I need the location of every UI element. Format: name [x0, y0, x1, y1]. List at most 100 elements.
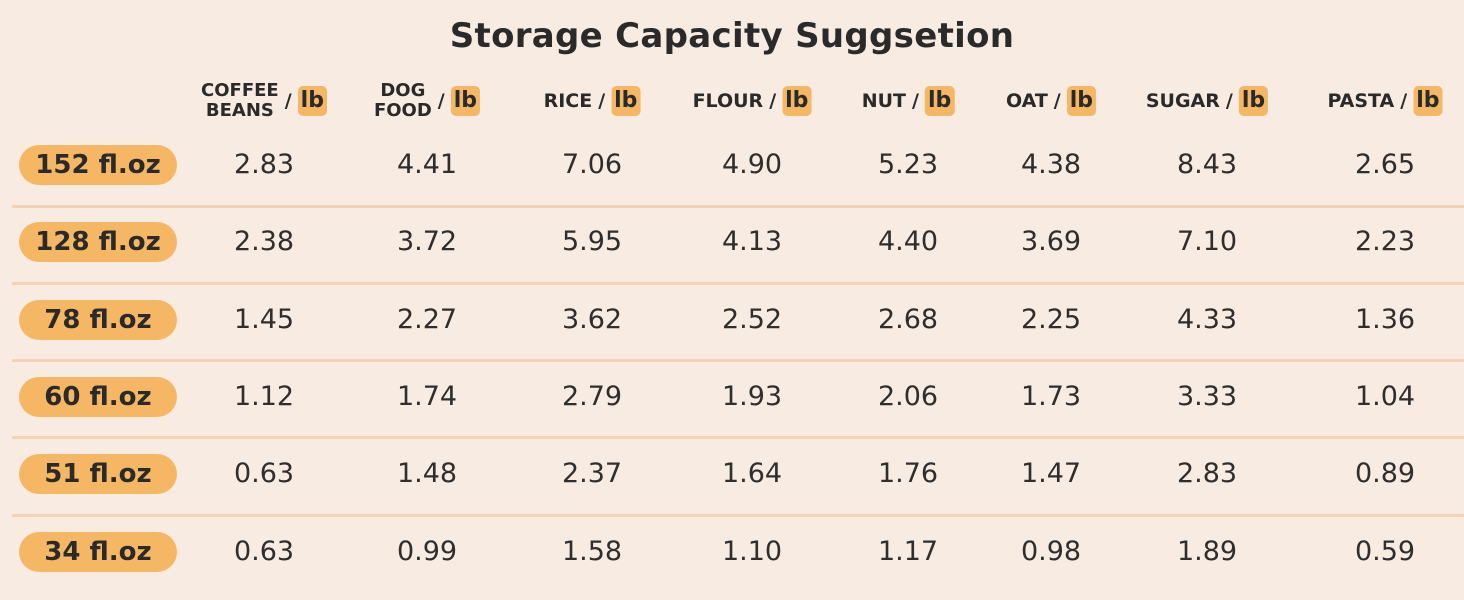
column-header: FLOUR / lb	[693, 78, 812, 124]
column-header-name: SUGAR	[1146, 91, 1220, 111]
table-cell: 0.63	[233, 458, 295, 489]
table-cell: 2.27	[396, 304, 458, 335]
column-header-line: FOOD	[373, 100, 432, 121]
column-header-line: SUGAR	[1145, 90, 1220, 112]
row-divider	[12, 359, 1464, 362]
table-cell: 1.58	[561, 536, 623, 567]
column-header: COFFEE BEANS / lb	[201, 78, 327, 124]
page-title: Storage Capacity Suggsetion	[449, 16, 1015, 56]
column-header-line: PASTA	[1327, 90, 1395, 112]
table-row: 128 fl.oz 2.38 3.72 5.95 4.13 4.40 3.69 7.10 2.2…	[0, 217, 1464, 275]
table-cell: 2.38	[233, 226, 295, 257]
table-row: 60 fl.oz 1.12 1.74 2.79 1.93 2.06 1.73 3.33 1.04	[0, 372, 1464, 430]
table-cell: 0.63	[233, 536, 295, 567]
capacity-label: 60 fl.oz	[19, 377, 177, 417]
table-cell: 4.41	[396, 149, 458, 180]
row-divider	[12, 436, 1464, 439]
table-cell: 5.23	[877, 149, 939, 180]
column-header-name: DOG FOOD	[374, 81, 432, 121]
capacity-label: 128 fl.oz	[19, 222, 177, 262]
column-header: OAT / lb	[1006, 78, 1097, 124]
table-cell: 4.33	[1176, 304, 1238, 335]
table-cell: 2.68	[877, 304, 939, 335]
row-divider	[12, 514, 1464, 517]
table-cell: 2.23	[1354, 226, 1416, 257]
table-cell: 1.74	[396, 381, 458, 412]
column-header: PASTA / lb	[1327, 78, 1443, 124]
unit-badge: lb	[1066, 86, 1097, 116]
column-header-line: RICE	[543, 90, 593, 112]
column-header-name: PASTA	[1327, 91, 1394, 111]
table-cell: 2.65	[1354, 149, 1416, 180]
column-header-name: OAT	[1006, 91, 1048, 111]
table-cell: 1.04	[1354, 381, 1416, 412]
table-cell: 7.10	[1176, 226, 1238, 257]
table-cell: 1.45	[233, 304, 295, 335]
column-header-line: DOG	[380, 80, 426, 101]
column-header-line: OAT	[1005, 90, 1048, 112]
unit-badge: lb	[1238, 86, 1269, 116]
unit-badge: lb	[611, 86, 641, 116]
table-cell: 1.12	[233, 381, 295, 412]
table-cell: 2.25	[1020, 304, 1082, 335]
column-header-name: RICE	[544, 91, 593, 111]
table-cell: 1.17	[877, 536, 939, 567]
table-cell: 2.83	[1176, 458, 1238, 489]
unit-badge: lb	[924, 86, 955, 116]
header-slash: /	[598, 90, 606, 112]
table-cell: 0.59	[1354, 536, 1416, 567]
table-row: 34 fl.oz 0.63 0.99 1.58 1.10 1.17 0.98 1.89 0.59	[0, 527, 1464, 585]
capacity-label: 51 fl.oz	[19, 454, 177, 494]
capacity-label: 78 fl.oz	[19, 300, 177, 340]
capacity-label: 152 fl.oz	[19, 145, 177, 185]
unit-badge: lb	[782, 86, 812, 116]
table-cell: 7.06	[561, 149, 623, 180]
column-header-name: FLOUR	[693, 91, 764, 111]
table-cell: 1.93	[721, 381, 783, 412]
table-cell: 3.33	[1176, 381, 1238, 412]
table-cell: 1.36	[1354, 304, 1416, 335]
column-header-line: BEANS	[205, 100, 274, 121]
table-cell: 4.90	[721, 149, 783, 180]
table-cell: 1.89	[1176, 536, 1238, 567]
row-divider	[12, 205, 1464, 208]
table-cell: 0.89	[1354, 458, 1416, 489]
table-cell: 1.73	[1020, 381, 1082, 412]
table-cell: 0.99	[396, 536, 458, 567]
table-cell: 1.10	[721, 536, 783, 567]
table-row: 51 fl.oz 0.63 1.48 2.37 1.64 1.76 1.47 2.83 0.89	[0, 449, 1464, 507]
header-slash: /	[1053, 90, 1061, 112]
header-slash: /	[1225, 90, 1233, 112]
column-header: DOG FOOD / lb	[374, 78, 481, 124]
table-cell: 3.69	[1020, 226, 1082, 257]
header-slash: /	[284, 90, 292, 112]
table-row: 152 fl.oz 2.83 4.41 7.06 4.90 5.23 4.38 8.43 2.6…	[0, 140, 1464, 198]
table-cell: 8.43	[1176, 149, 1238, 180]
header-slash: /	[437, 90, 445, 112]
table-cell: 2.83	[233, 149, 295, 180]
table-cell: 5.95	[561, 226, 623, 257]
table-cell: 1.47	[1020, 458, 1082, 489]
table-cell: 1.76	[877, 458, 939, 489]
column-header-name: NUT	[862, 91, 906, 111]
column-header-line: COFFEE	[201, 80, 279, 101]
header-slash: /	[912, 90, 919, 112]
column-header: RICE / lb	[544, 78, 641, 124]
unit-badge: lb	[297, 86, 327, 116]
unit-badge: lb	[1413, 86, 1443, 116]
table-cell: 4.40	[877, 226, 939, 257]
column-header-line: FLOUR	[692, 90, 764, 112]
table-cell: 4.13	[721, 226, 783, 257]
column-header-name: COFFEE BEANS	[201, 81, 279, 121]
table-cell: 2.37	[561, 458, 623, 489]
table-cell: 3.62	[561, 304, 623, 335]
capacity-label: 34 fl.oz	[19, 532, 177, 572]
column-header: SUGAR / lb	[1146, 78, 1269, 124]
column-header-line: NUT	[861, 90, 907, 112]
row-divider	[12, 282, 1464, 285]
table-cell: 4.38	[1020, 149, 1082, 180]
table-row: 78 fl.oz 1.45 2.27 3.62 2.52 2.68 2.25 4.33 1.36	[0, 295, 1464, 353]
table-cell: 3.72	[396, 226, 458, 257]
table-cell: 2.79	[561, 381, 623, 412]
unit-badge: lb	[450, 86, 481, 116]
